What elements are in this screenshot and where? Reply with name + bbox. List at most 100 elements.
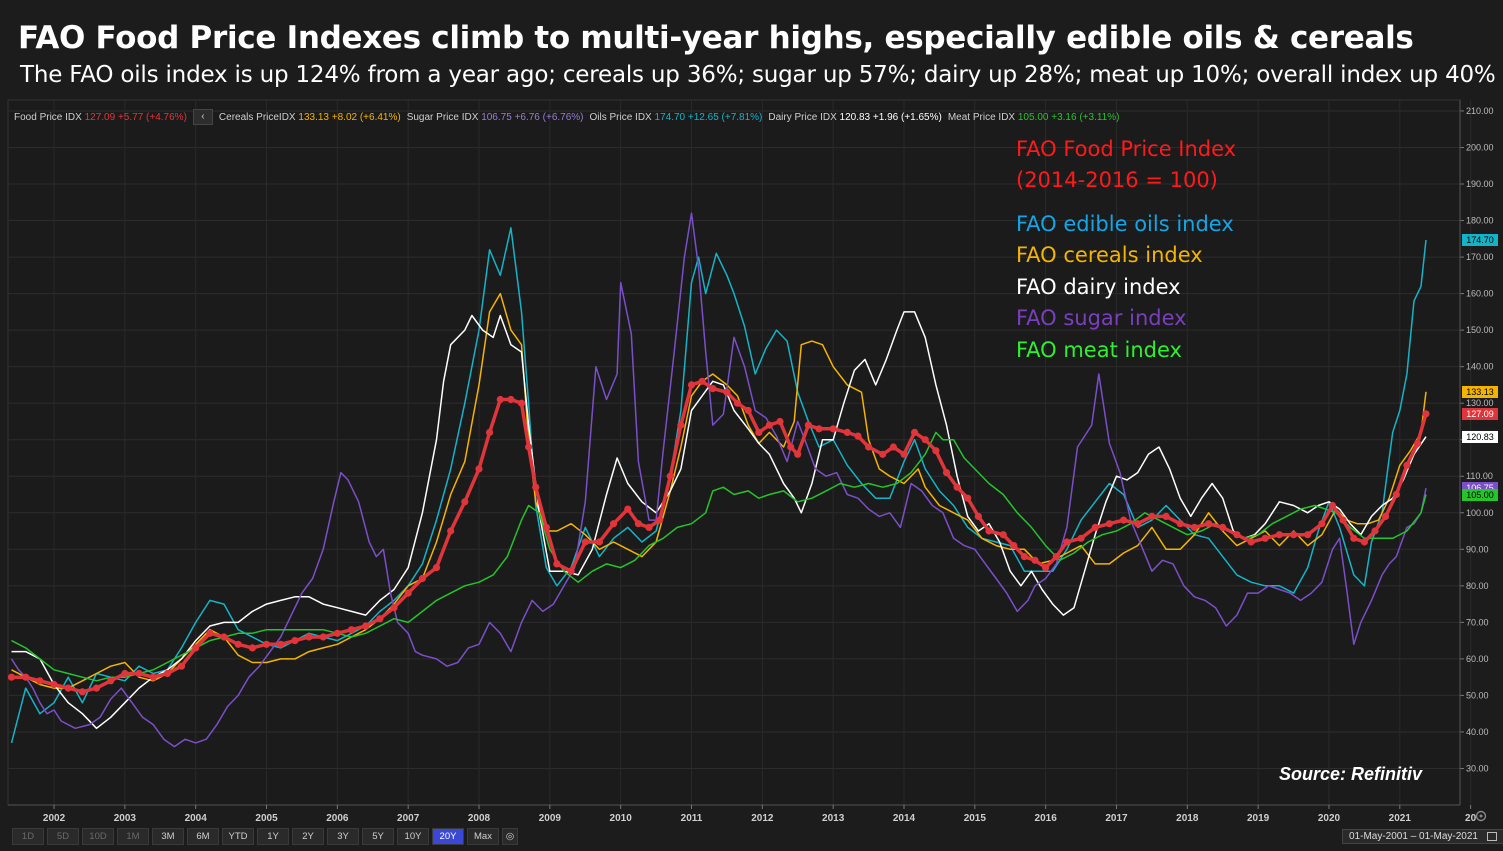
- series-line-cereals-priceidx: [11, 292, 1427, 689]
- series-line-dairy-price-idx: [11, 311, 1427, 730]
- annotation-food-index: FAO Food Price Index: [1016, 137, 1237, 161]
- food-index-point: [404, 589, 412, 597]
- food-index-point: [999, 531, 1007, 539]
- legend-item-oils[interactable]: Oils Price IDX 174.70 +12.65 (+7.81%): [589, 111, 763, 123]
- x-tick-label: 2006: [326, 813, 349, 824]
- range-button-3y[interactable]: 3Y: [327, 828, 359, 845]
- food-index-point: [1077, 534, 1085, 542]
- series-layer: [7, 212, 1430, 748]
- food-index-point: [1120, 516, 1128, 524]
- range-button-5y[interactable]: 5Y: [362, 828, 394, 845]
- food-index-point: [815, 425, 823, 433]
- food-index-point: [525, 443, 533, 451]
- range-button-1d[interactable]: 1D: [12, 828, 44, 845]
- x-axis: 2002 2003 2004 2005 2006 2007 2008 2009 2010 2011…: [8, 804, 1477, 824]
- range-button-2y[interactable]: 2Y: [292, 828, 324, 845]
- range-settings-icon[interactable]: ◎: [502, 828, 518, 845]
- range-button-6m[interactable]: 6M: [187, 828, 219, 845]
- x-tick-label: 20: [1465, 813, 1477, 824]
- legend-item-cereals[interactable]: Cereals PriceIDX 133.13 +8.02 (+6.41%): [218, 111, 401, 123]
- range-button-1m[interactable]: 1M: [117, 828, 149, 845]
- range-button-3m[interactable]: 3M: [152, 828, 184, 845]
- food-index-point: [1318, 520, 1326, 528]
- x-tick-label: 2017: [1105, 813, 1128, 824]
- food-index-point: [744, 406, 752, 415]
- food-index-point: [610, 520, 618, 528]
- food-index-point: [1371, 527, 1379, 535]
- food-index-point: [78, 688, 86, 696]
- date-range-label: 01-May-2001 – 01-May-2021: [1349, 831, 1478, 842]
- food-index-point: [1360, 538, 1368, 546]
- food-index-point: [418, 574, 426, 583]
- annotation-meat: FAO meat index: [1016, 338, 1182, 362]
- food-index-point: [507, 395, 515, 404]
- food-index-point: [765, 421, 774, 429]
- series-legend-bar: Food Price IDX 127.09 +5.77 (+4.76%) ‹ C…: [14, 109, 1119, 125]
- food-index-point: [964, 494, 972, 502]
- y-tick-label: 130.00: [1466, 398, 1494, 408]
- food-index-point: [953, 483, 961, 491]
- annotation-dairy: FAO dairy index: [1016, 275, 1181, 299]
- food-index-point: [1339, 516, 1347, 524]
- food-index-point: [1042, 564, 1050, 572]
- settings-icon[interactable]: [1475, 810, 1487, 822]
- y-axis: 30.00 40.00 50.00 60.00 70.00 80.00 90.00 100.0…: [1459, 100, 1494, 805]
- food-index-point: [192, 644, 200, 652]
- calendar-icon[interactable]: [1486, 831, 1497, 841]
- y-tick-label: 160.00: [1466, 289, 1494, 299]
- food-index-point: [645, 523, 653, 532]
- y-tick-label: 100.00: [1466, 508, 1494, 518]
- food-index-point: [305, 633, 313, 641]
- food-index-point: [390, 604, 398, 612]
- food-index-point: [879, 450, 887, 458]
- food-index-point: [1162, 512, 1170, 521]
- range-button-20y[interactable]: 20Y: [432, 828, 464, 845]
- food-index-point: [932, 447, 940, 455]
- food-index-point: [1134, 520, 1142, 528]
- legend-item-food[interactable]: Food Price IDX 127.09 +5.77 (+4.76%): [14, 111, 187, 123]
- series-line-oils-price-idx: [10, 227, 1427, 744]
- x-tick-label: 2018: [1176, 813, 1199, 824]
- food-index-point: [234, 640, 242, 648]
- range-button-ytd[interactable]: YTD: [222, 828, 254, 845]
- collapse-legend-button[interactable]: ‹: [192, 109, 213, 125]
- range-button-max[interactable]: Max: [467, 828, 499, 845]
- last-value-tag: 105.00: [1462, 488, 1498, 501]
- range-button-1y[interactable]: 1Y: [257, 828, 289, 845]
- food-index-point: [1063, 538, 1071, 546]
- food-index-point: [567, 567, 575, 575]
- food-index-point: [1382, 512, 1390, 521]
- food-index-point: [92, 684, 101, 692]
- food-index-point: [1105, 520, 1113, 528]
- legend-item-meat[interactable]: Meat Price IDX 105.00 +3.16 (+3.11%): [947, 111, 1120, 123]
- food-index-point: [804, 421, 813, 429]
- food-index-point: [177, 662, 186, 670]
- range-button-5d[interactable]: 5D: [47, 828, 79, 845]
- y-tick-label: 110.00: [1466, 471, 1493, 481]
- legend-item-dairy[interactable]: Dairy Price IDX 120.83 +1.96 (+1.65%): [768, 111, 942, 123]
- food-index-point: [1328, 501, 1337, 510]
- food-index-point: [432, 564, 441, 572]
- food-index-point: [542, 523, 550, 532]
- x-tick-label: 2003: [114, 813, 137, 824]
- annotation-food-base: (2014-2016 = 100): [1016, 168, 1218, 192]
- range-button-10y[interactable]: 10Y: [397, 828, 429, 845]
- food-index-point: [50, 680, 58, 689]
- food-index-point: [1219, 523, 1227, 532]
- range-button-10d[interactable]: 10D: [82, 828, 114, 845]
- food-index-point: [277, 640, 285, 648]
- x-tick-label: 2008: [468, 813, 491, 824]
- food-index-point: [1422, 410, 1430, 418]
- x-tick-label: 2007: [397, 813, 420, 824]
- food-index-point: [634, 520, 643, 528]
- food-index-point: [319, 633, 327, 641]
- food-index-point: [1275, 531, 1283, 539]
- source-note: Source: Refinitiv: [1279, 764, 1423, 784]
- date-range-picker[interactable]: 01-May-2001 – 01-May-2021: [1342, 829, 1503, 844]
- legend-item-sugar[interactable]: Sugar Price IDX 106.75 +6.76 (+6.76%): [406, 111, 584, 123]
- last-value-tag: 174.70: [1462, 233, 1498, 246]
- food-index-point: [656, 516, 664, 524]
- y-tick-label: 80.00: [1466, 581, 1489, 591]
